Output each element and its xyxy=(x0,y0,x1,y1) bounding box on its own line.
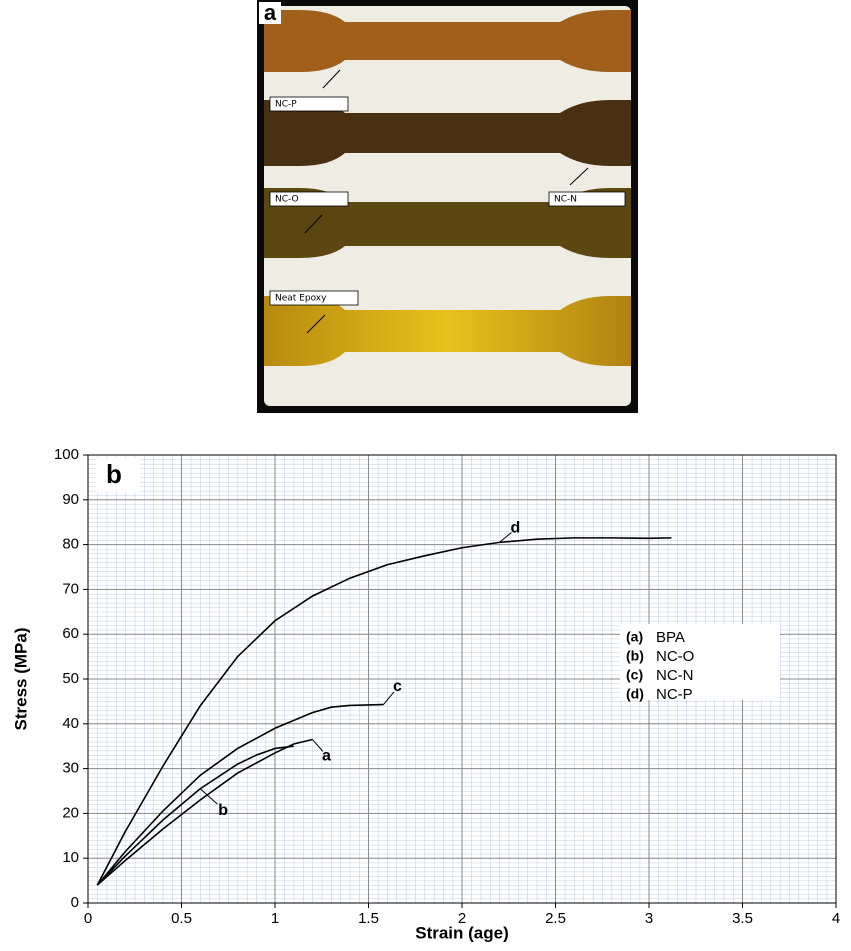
specimens xyxy=(264,10,631,366)
label-box xyxy=(269,290,359,306)
leader-line xyxy=(322,69,341,89)
legend-label: NC-N xyxy=(656,667,694,684)
legend-label: NC-P xyxy=(656,686,693,703)
leader-line xyxy=(304,214,323,234)
specimen-label: NC-P xyxy=(275,100,297,110)
curve-label: a xyxy=(322,748,331,765)
legend-key: (a) xyxy=(626,629,643,645)
x-axis-title: Strain (age) xyxy=(415,923,509,942)
y-tick-label: 20 xyxy=(62,804,79,821)
y-tick-label: 80 xyxy=(62,536,79,553)
chart: 0 10 20 30 40 50 60 70 80 90 100 0 0.5 1 1.5 2 2.5 3 3.5 4 b… xyxy=(54,446,840,927)
curve-label: d xyxy=(511,520,521,537)
data-line xyxy=(96,703,384,886)
y-tick-label: 50 xyxy=(62,670,79,687)
plot-border xyxy=(87,454,837,904)
legend-key: (b) xyxy=(626,648,644,664)
panel-label-box xyxy=(96,458,140,492)
legend-box xyxy=(620,624,780,700)
y-tick-label: 60 xyxy=(62,625,79,642)
specimen-label: NC-O xyxy=(275,195,299,205)
y-tick-label: 40 xyxy=(62,715,79,732)
y-tick-label: 0 xyxy=(71,894,79,911)
x-tick-label: 3.5 xyxy=(732,910,753,927)
label-box xyxy=(548,191,626,207)
specimen xyxy=(264,100,631,166)
x-tick-label: 1 xyxy=(271,910,279,927)
legend-label: NC-O xyxy=(656,648,694,665)
data-line xyxy=(96,537,672,886)
x-tick-label: 2.5 xyxy=(545,910,566,927)
y-tick-label: 70 xyxy=(62,580,79,597)
label-leader xyxy=(312,739,324,752)
specimen-label: NC-N xyxy=(554,195,577,205)
label-box xyxy=(269,191,349,207)
leader-line xyxy=(306,314,326,334)
specimen xyxy=(264,296,631,366)
y-tick-label: 90 xyxy=(62,491,79,508)
x-tick-label: 4 xyxy=(832,910,840,927)
legend-key: (c) xyxy=(626,667,643,683)
specimen xyxy=(264,10,631,72)
data-line xyxy=(96,738,313,886)
panel-label-box xyxy=(259,2,281,24)
label-leader xyxy=(499,532,512,543)
y-tick-label: 30 xyxy=(62,760,79,777)
curve-label: c xyxy=(393,678,402,695)
label-leader xyxy=(383,691,395,705)
label-leader xyxy=(199,788,218,805)
leader-line xyxy=(569,167,589,186)
y-tick-label: 10 xyxy=(62,849,79,866)
label-box xyxy=(269,96,349,112)
specimen xyxy=(264,188,631,258)
y-axis-title: Stress (MPa) xyxy=(11,628,30,731)
y-tick-label: 100 xyxy=(54,446,79,463)
x-tick-label: 1.5 xyxy=(358,910,379,927)
x-tick-label: 0 xyxy=(84,910,92,927)
specimen-label: Neat Epoxy xyxy=(275,294,327,304)
legend-label: BPA xyxy=(656,629,685,646)
x-tick-label: 3 xyxy=(645,910,653,927)
legend-key: (d) xyxy=(626,686,644,702)
panel-label: a xyxy=(264,0,277,25)
photo: a NC-P NC-O NC-N Neat Epoxy xyxy=(257,0,638,413)
x-tick-label: 0.5 xyxy=(171,910,192,927)
curve-label: b xyxy=(218,802,228,819)
panel-label: b xyxy=(106,459,122,489)
data-line xyxy=(96,745,294,886)
x-tick-label: 2 xyxy=(458,910,466,927)
